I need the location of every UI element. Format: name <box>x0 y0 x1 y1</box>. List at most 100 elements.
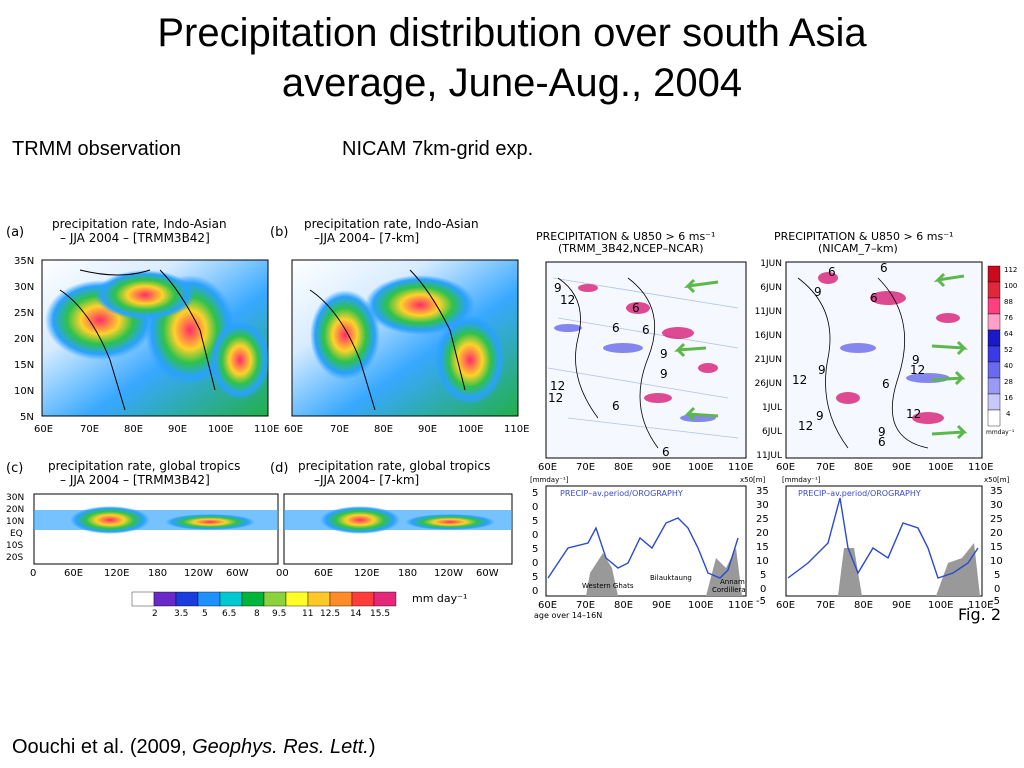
svg-text:9: 9 <box>878 425 886 439</box>
svg-text:Western Ghats: Western Ghats <box>582 582 634 590</box>
colorbar-swatch <box>285 591 309 607</box>
panel-a-lat-axis: 35N 30N 25N 20N 15N 10N 5N <box>14 256 34 423</box>
svg-text:5: 5 <box>532 488 538 499</box>
svg-text:20N: 20N <box>6 505 24 515</box>
svg-text:90E: 90E <box>892 600 911 611</box>
svg-text:6.5: 6.5 <box>222 609 236 619</box>
svg-text:80E: 80E <box>124 424 143 435</box>
svg-text:x50[m]: x50[m] <box>984 476 1010 484</box>
svg-text:60W: 60W <box>226 568 249 579</box>
colorbar-swatch <box>131 591 155 607</box>
profile-right: [mmday⁻¹] x50[m] PRECIP–av.period/OROGRA… <box>776 476 1010 624</box>
slide-title: Precipitation distribution over south As… <box>0 8 1024 108</box>
hov-colorbar: 112 100 88 76 64 52 40 28 16 4 mmday⁻¹ <box>986 265 1017 436</box>
svg-text:110E: 110E <box>728 462 753 473</box>
colorbar-swatch <box>241 591 265 607</box>
svg-text:5: 5 <box>532 544 538 555</box>
label-nicam: NICAM 7km-grid exp. <box>342 138 534 160</box>
profile-right-x: 60E 70E 80E 90E 100E 110E <box>776 600 993 611</box>
svg-text:80E: 80E <box>614 462 633 473</box>
colorbar-swatch <box>219 591 243 607</box>
svg-text:12: 12 <box>550 379 565 393</box>
svg-text:70E: 70E <box>816 600 835 611</box>
panel-c-map <box>33 493 279 565</box>
svg-text:9: 9 <box>912 353 920 367</box>
svg-text:110E: 110E <box>968 600 993 611</box>
svg-text:9: 9 <box>660 367 668 381</box>
panel-c-title-2: – JJA 2004 – [TRMM3B42] <box>60 473 210 487</box>
svg-text:6: 6 <box>828 265 836 279</box>
svg-text:20N: 20N <box>14 334 34 345</box>
svg-text:10: 10 <box>756 556 769 567</box>
hov-colorbar-swatch <box>987 313 1001 331</box>
svg-text:80E: 80E <box>614 600 633 611</box>
svg-text:9: 9 <box>814 285 822 299</box>
svg-text:6: 6 <box>632 301 640 315</box>
hov-colorbar-swatch <box>987 377 1001 395</box>
svg-text:110E: 110E <box>728 600 753 611</box>
title-line-1: Precipitation distribution over south As… <box>157 11 867 55</box>
hov-lon-axis-left: 60E 70E 80E 90E 100E 110E <box>538 462 753 473</box>
panel-b-title-1: precipitation rate, Indo-Asian <box>304 217 479 231</box>
profile-footnote: age over 14–16N <box>534 611 602 620</box>
title-line-2: average, June-Aug., 2004 <box>281 61 743 105</box>
hov-right-title-2: (NICAM_7–km) <box>818 242 898 255</box>
svg-text:8: 8 <box>254 609 260 619</box>
colorbar-swatch <box>263 591 287 607</box>
svg-text:16JUN: 16JUN <box>755 331 782 341</box>
panel-d-letter: (d) <box>270 461 288 476</box>
svg-text:0: 0 <box>532 530 538 541</box>
svg-text:5: 5 <box>994 570 1000 581</box>
svg-text:5N: 5N <box>20 412 34 423</box>
svg-text:25N: 25N <box>14 308 34 319</box>
svg-text:12: 12 <box>798 419 813 433</box>
svg-text:120W: 120W <box>434 568 463 579</box>
hov-right-contour-labels: 6 6 9 6 12 9 9 12 6 9 12 12 9 6 <box>792 261 925 449</box>
svg-text:110E: 110E <box>254 424 279 435</box>
panel-c-letter: (c) <box>6 461 23 476</box>
svg-text:60E: 60E <box>64 568 83 579</box>
svg-text:0: 0 <box>532 502 538 513</box>
citation-prefix: Oouchi et al. (2009, <box>12 736 193 758</box>
svg-text:70E: 70E <box>330 424 349 435</box>
svg-text:88: 88 <box>1004 298 1013 306</box>
svg-text:2: 2 <box>152 609 158 619</box>
svg-text:9: 9 <box>816 409 824 423</box>
svg-text:60W: 60W <box>476 568 499 579</box>
svg-text:26JUN: 26JUN <box>755 379 782 389</box>
svg-text:110E: 110E <box>504 424 529 435</box>
svg-text:70E: 70E <box>576 462 595 473</box>
colorbar-swatch <box>373 591 397 607</box>
profile-left-y-left: 5 0 5 0 5 0 5 0 <box>532 488 538 597</box>
profile-left: [mmday⁻¹] x50[m] PRECIP–av.period/OROGRA… <box>530 476 769 620</box>
svg-text:EQ: EQ <box>10 529 23 539</box>
svg-text:40: 40 <box>1004 362 1013 370</box>
svg-text:12: 12 <box>906 407 921 421</box>
svg-text:60E: 60E <box>314 568 333 579</box>
svg-text:00: 00 <box>276 568 289 579</box>
svg-text:70E: 70E <box>576 600 595 611</box>
svg-text:5: 5 <box>202 609 208 619</box>
svg-text:10N: 10N <box>6 517 24 527</box>
svg-text:60E: 60E <box>776 462 795 473</box>
panel-a-lon-axis: 60E 70E 80E 90E 100E 110E <box>34 424 279 435</box>
svg-text:15N: 15N <box>14 360 34 371</box>
svg-text:12: 12 <box>560 293 575 307</box>
map-colorbar: mm day⁻¹ 2 3.5 5 6.5 8 9.5 11 12.5 14 15… <box>131 591 467 619</box>
svg-text:6: 6 <box>882 377 890 391</box>
svg-text:70E: 70E <box>80 424 99 435</box>
svg-text:-5: -5 <box>756 596 766 607</box>
panel-c-lat-axis: 30N 20N 10N EQ 10S 20S <box>6 493 24 563</box>
hov-lon-axis-right: 60E 70E 80E 90E 100E 110E <box>776 462 993 473</box>
svg-text:30: 30 <box>990 500 1003 511</box>
svg-text:16: 16 <box>1004 394 1013 402</box>
svg-text:[mmday⁻¹]: [mmday⁻¹] <box>530 476 569 484</box>
svg-text:110E: 110E <box>968 462 993 473</box>
svg-text:Annam: Annam <box>720 578 745 586</box>
svg-text:90E: 90E <box>652 600 671 611</box>
svg-text:6: 6 <box>612 321 620 335</box>
svg-text:12: 12 <box>792 373 807 387</box>
svg-text:100E: 100E <box>688 600 713 611</box>
svg-text:100E: 100E <box>928 600 953 611</box>
panel-b-map <box>291 259 519 417</box>
